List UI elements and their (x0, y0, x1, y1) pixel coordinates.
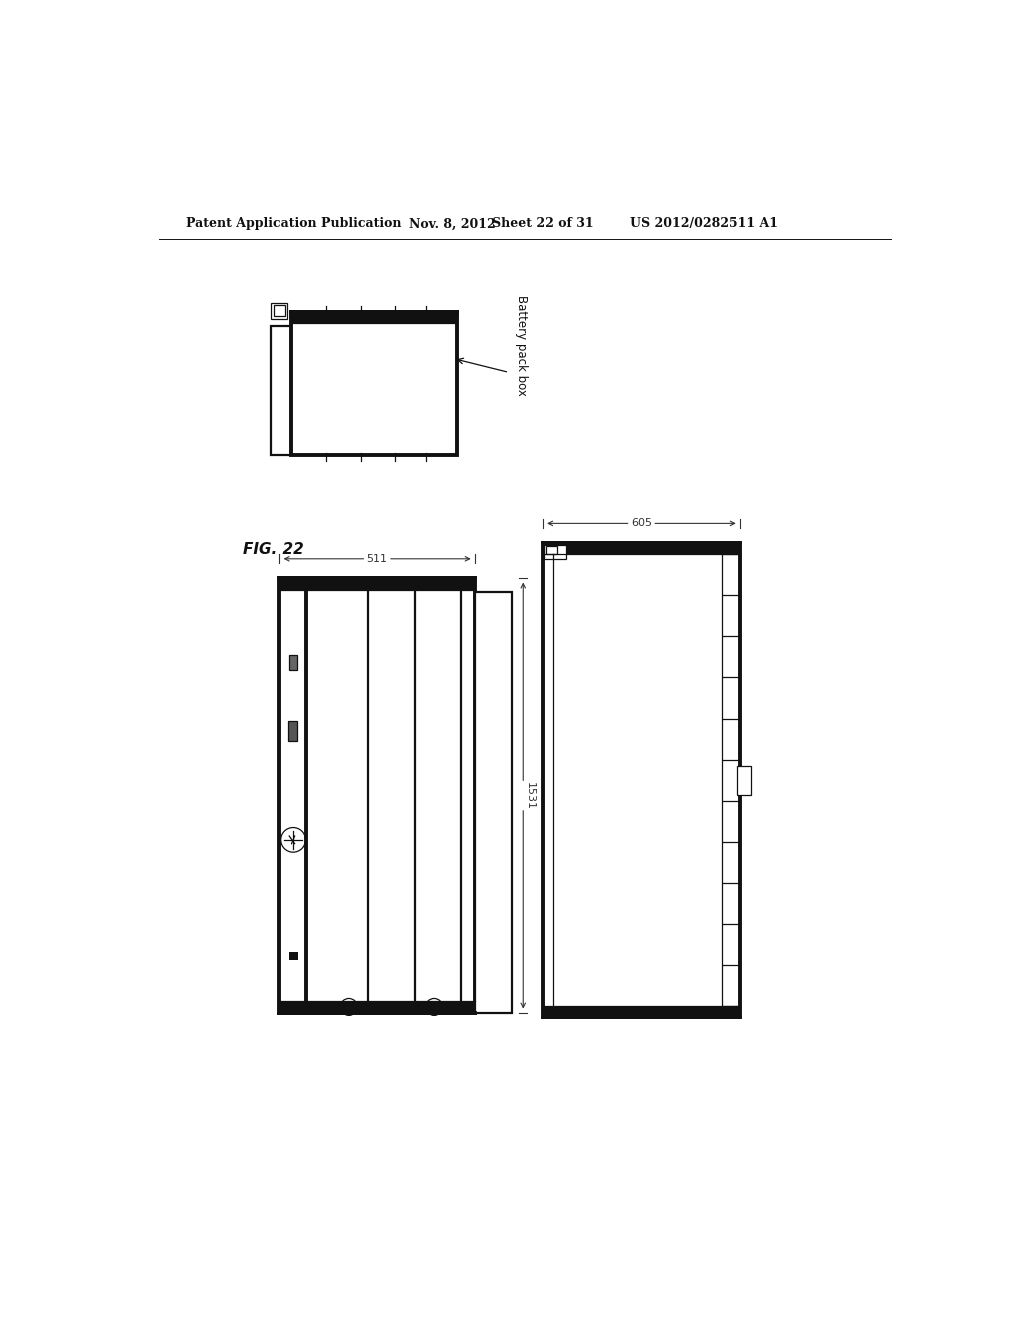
Text: US 2012/0282511 A1: US 2012/0282511 A1 (630, 218, 778, 231)
Bar (271, 326, 291, 455)
Bar (289, 952, 298, 960)
Bar (543, 1006, 740, 1016)
Text: FIG. 22: FIG. 22 (243, 543, 303, 557)
Text: 1531: 1531 (524, 781, 535, 809)
Bar (544, 545, 566, 558)
Text: Battery pack box: Battery pack box (515, 296, 528, 396)
Text: Nov. 8, 2012: Nov. 8, 2012 (409, 218, 496, 231)
Bar (546, 546, 557, 554)
Bar (475, 591, 512, 1014)
Bar (271, 304, 287, 318)
Text: Patent Application Publication: Patent Application Publication (186, 218, 401, 231)
Bar (289, 721, 297, 742)
Bar (289, 655, 297, 671)
Text: 605: 605 (631, 519, 652, 528)
Bar (280, 578, 475, 590)
Bar (737, 766, 751, 795)
Bar (291, 313, 458, 323)
Bar (280, 1001, 475, 1014)
Bar (273, 305, 285, 317)
Text: 511: 511 (367, 554, 388, 564)
Bar (280, 578, 475, 1014)
Bar (543, 544, 740, 554)
Bar (543, 544, 740, 1016)
Bar (291, 313, 458, 455)
Text: Sheet 22 of 31: Sheet 22 of 31 (493, 218, 594, 231)
